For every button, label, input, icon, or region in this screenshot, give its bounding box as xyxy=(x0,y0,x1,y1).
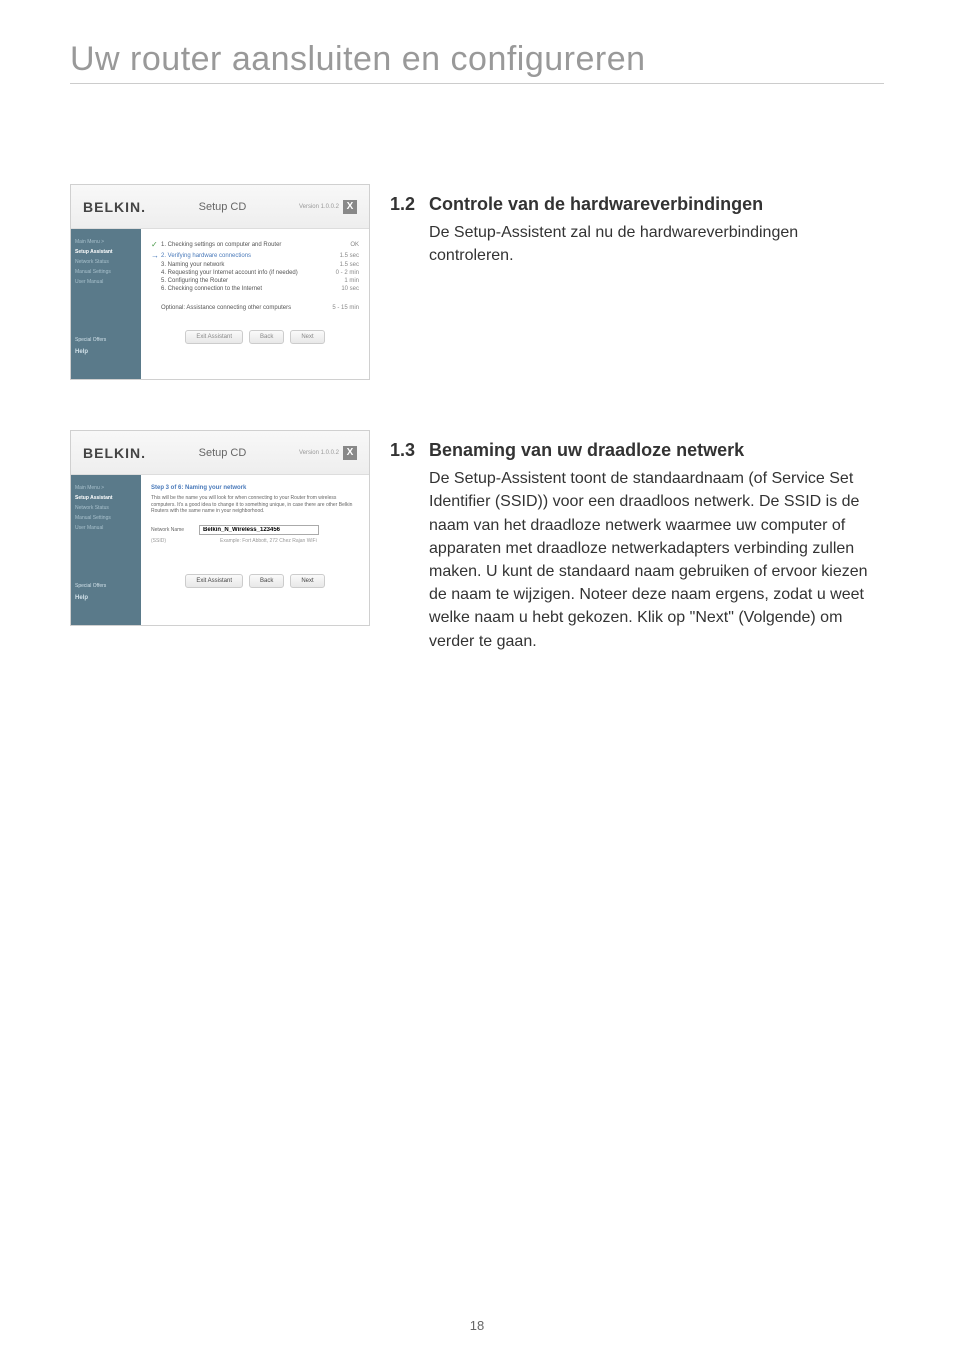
network-name-label: Network Name xyxy=(151,527,193,533)
check-icon: ✓ xyxy=(151,240,161,249)
step-row-2: → 2. Verifying hardware connections 1.5 … xyxy=(151,250,359,261)
section-heading: Benaming van uw draadloze netwerk xyxy=(429,438,884,463)
version-label: Version 1.0.0.2 xyxy=(299,450,339,456)
ssid-label: (SSID) xyxy=(151,538,166,544)
button-row: Exit Assistant Back Next xyxy=(151,330,359,344)
belkin-logo: BELKIN. xyxy=(83,199,146,215)
step-list: ✓ 1. Checking settings on computer and R… xyxy=(151,239,359,312)
section-number: 1.2 xyxy=(390,192,415,268)
sidebar-item-status[interactable]: Network Status xyxy=(75,503,137,513)
text-column-1: 1.2 Controle van de hardwareverbindingen… xyxy=(390,184,884,268)
naming-heading: Step 3 of 6: Naming your network xyxy=(151,485,359,491)
belkin-header: BELKIN. Setup CD Version 1.0.0.2 X xyxy=(71,185,369,229)
step-text: 3. Naming your network xyxy=(161,262,329,268)
sidebar-item-status[interactable]: Network Status xyxy=(75,257,137,267)
version-label: Version 1.0.0.2 xyxy=(299,204,339,210)
sidebar-item-setup[interactable]: Setup Assistant xyxy=(75,247,137,257)
optional-text: Optional: Assistance connecting other co… xyxy=(161,305,329,311)
step-text: 1. Checking settings on computer and Rou… xyxy=(161,242,329,248)
next-button[interactable]: Next xyxy=(290,574,324,588)
optional-time: 5 - 15 min xyxy=(329,305,359,311)
section-number: 1.3 xyxy=(390,438,415,653)
setup-cd-label: Setup CD xyxy=(199,447,247,459)
belkin-window-2: BELKIN. Setup CD Version 1.0.0.2 X Main … xyxy=(70,430,370,626)
step-time: 0 - 2 min xyxy=(329,270,359,276)
network-name-row: Network Name xyxy=(151,525,359,535)
section-paragraph: De Setup-Assistent zal nu de hardwarever… xyxy=(429,221,884,267)
network-name-input[interactable] xyxy=(199,525,319,535)
sidebar-item-main[interactable]: Main Menu > xyxy=(75,483,137,493)
back-button[interactable]: Back xyxy=(249,574,284,588)
belkin-window-1: BELKIN. Setup CD Version 1.0.0.2 X Main … xyxy=(70,184,370,380)
sidebar-item-manual[interactable]: Manual Settings xyxy=(75,513,137,523)
sidebar-item-main[interactable]: Main Menu > xyxy=(75,237,137,247)
exit-button[interactable]: Exit Assistant xyxy=(185,330,243,344)
sidebar-help[interactable]: Help xyxy=(75,595,137,601)
belkin-logo: BELKIN. xyxy=(83,445,146,461)
step-time: OK xyxy=(329,242,359,248)
title-underline xyxy=(70,83,884,84)
close-icon[interactable]: X xyxy=(343,200,357,214)
next-button[interactable]: Next xyxy=(290,330,324,344)
step-row-6: 6. Checking connection to the Internet 1… xyxy=(151,285,359,293)
belkin-content: ✓ 1. Checking settings on computer and R… xyxy=(141,229,369,379)
naming-description: This will be the name you will look for … xyxy=(151,495,359,515)
sidebar-item-usermanual[interactable]: User Manual xyxy=(75,277,137,287)
arrow-icon: → xyxy=(151,251,161,260)
page-number: 18 xyxy=(0,1318,954,1333)
exit-button[interactable]: Exit Assistant xyxy=(185,574,243,588)
step-row-5: 5. Configuring the Router 1 min xyxy=(151,277,359,285)
sidebar-item-manual[interactable]: Manual Settings xyxy=(75,267,137,277)
belkin-content: Step 3 of 6: Naming your network This wi… xyxy=(141,475,369,625)
step-text: 2. Verifying hardware connections xyxy=(161,253,329,259)
setup-cd-label: Setup CD xyxy=(199,201,247,213)
close-icon[interactable]: X xyxy=(343,446,357,460)
button-row: Exit Assistant Back Next xyxy=(151,574,359,588)
section-1-2: BELKIN. Setup CD Version 1.0.0.2 X Main … xyxy=(70,184,884,380)
sidebar: Main Menu > Setup Assistant Network Stat… xyxy=(71,475,141,625)
text-column-2: 1.3 Benaming van uw draadloze netwerk De… xyxy=(390,430,884,653)
step-row-4: 4. Requesting your Internet account info… xyxy=(151,269,359,277)
sidebar-special-offers[interactable]: Special Offers xyxy=(75,583,137,589)
step-time: 10 sec xyxy=(329,286,359,292)
sidebar-special-offers[interactable]: Special Offers xyxy=(75,337,137,343)
page-title: Uw router aansluiten en configureren xyxy=(70,40,884,79)
step-text: 6. Checking connection to the Internet xyxy=(161,286,329,292)
example-text: Example: Fort Abbott, 272 Chez Rajan WiF… xyxy=(220,538,317,544)
step-row-1: ✓ 1. Checking settings on computer and R… xyxy=(151,239,359,250)
step-text: 4. Requesting your Internet account info… xyxy=(161,270,329,276)
screenshot-1: BELKIN. Setup CD Version 1.0.0.2 X Main … xyxy=(70,184,370,380)
sidebar-item-usermanual[interactable]: User Manual xyxy=(75,523,137,533)
step-row-3: 3. Naming your network 1.5 sec xyxy=(151,261,359,269)
back-button[interactable]: Back xyxy=(249,330,284,344)
sidebar-item-setup[interactable]: Setup Assistant xyxy=(75,493,137,503)
screenshot-2: BELKIN. Setup CD Version 1.0.0.2 X Main … xyxy=(70,430,370,626)
step-time: 1 min xyxy=(329,278,359,284)
section-paragraph: De Setup-Assistent toont de standaardnaa… xyxy=(429,467,884,653)
section-heading: Controle van de hardwareverbindingen xyxy=(429,192,884,217)
step-time: 1.5 sec xyxy=(329,253,359,259)
belkin-header: BELKIN. Setup CD Version 1.0.0.2 X xyxy=(71,431,369,475)
section-1-3: BELKIN. Setup CD Version 1.0.0.2 X Main … xyxy=(70,430,884,653)
step-time: 1.5 sec xyxy=(329,262,359,268)
step-text: 5. Configuring the Router xyxy=(161,278,329,284)
sidebar-help[interactable]: Help xyxy=(75,349,137,355)
sidebar: Main Menu > Setup Assistant Network Stat… xyxy=(71,229,141,379)
optional-row: Optional: Assistance connecting other co… xyxy=(151,301,359,312)
